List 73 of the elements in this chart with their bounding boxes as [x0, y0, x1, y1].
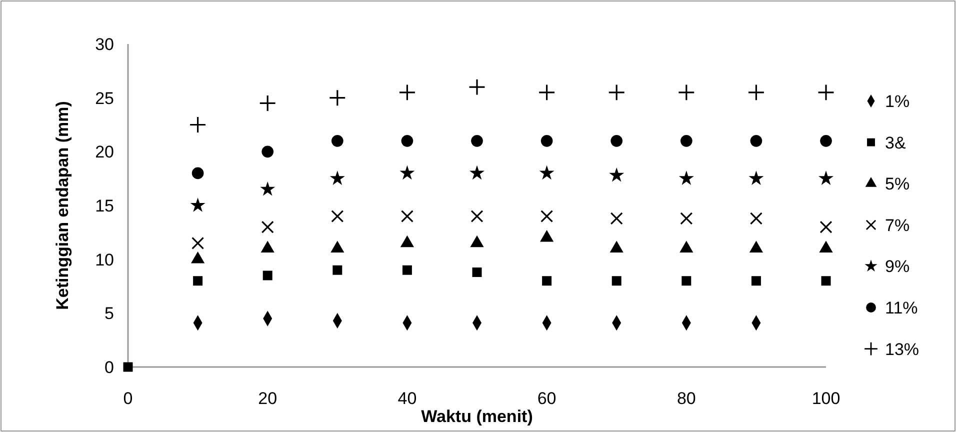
y-tick-label: 0 — [104, 358, 114, 377]
point — [400, 210, 414, 223]
y-tick-label: 20 — [95, 142, 114, 162]
point — [750, 212, 762, 225]
point — [820, 134, 832, 147]
point — [472, 268, 482, 277]
point — [398, 84, 416, 101]
x-tick-label: 0 — [123, 388, 133, 408]
point — [402, 265, 412, 275]
point — [192, 167, 204, 180]
point — [123, 362, 133, 372]
y-tick-label: 5 — [104, 304, 114, 324]
point — [262, 146, 274, 158]
point — [471, 134, 483, 147]
point — [610, 212, 623, 225]
point — [748, 170, 764, 185]
legend-label: 9% — [885, 257, 910, 276]
point — [538, 84, 556, 101]
x-tick-label: 80 — [676, 388, 696, 408]
point — [678, 170, 694, 185]
point — [539, 165, 554, 180]
legend-label: 7% — [885, 216, 910, 235]
legend-label: 3& — [885, 133, 906, 152]
point — [612, 276, 622, 286]
point — [540, 210, 554, 223]
point — [401, 134, 414, 147]
point — [261, 220, 274, 234]
point — [818, 170, 834, 185]
point — [328, 89, 346, 106]
x-tick-label: 100 — [812, 388, 840, 408]
point — [331, 210, 344, 223]
point — [400, 165, 415, 180]
point — [262, 270, 272, 280]
x-tick-label: 20 — [258, 388, 278, 408]
point — [470, 210, 484, 223]
point — [332, 265, 342, 275]
point — [680, 212, 693, 225]
point — [817, 84, 835, 101]
point — [189, 116, 206, 134]
y-tick-label: 30 — [95, 34, 114, 54]
point — [260, 181, 276, 196]
point — [821, 276, 831, 286]
point — [190, 198, 206, 212]
x-tick-label: 40 — [398, 388, 417, 408]
point — [469, 165, 485, 180]
point — [610, 134, 623, 147]
point — [609, 167, 624, 182]
legend-label: 5% — [885, 174, 910, 194]
point — [331, 134, 344, 147]
point — [259, 94, 276, 112]
point — [608, 84, 626, 101]
y-tick-label: 10 — [95, 250, 114, 270]
point — [682, 276, 692, 286]
point — [820, 220, 832, 234]
y-tick-label: 25 — [95, 88, 114, 108]
legend-label: 13% — [885, 340, 920, 359]
legend-label: 11% — [885, 298, 918, 318]
point — [192, 236, 204, 250]
point — [678, 84, 695, 101]
y-tick-label: 15 — [95, 196, 114, 216]
x-tick-label: 60 — [537, 388, 556, 408]
point — [330, 170, 345, 185]
point — [680, 134, 692, 147]
point — [748, 84, 765, 101]
point — [751, 276, 761, 286]
legend-label: 1% — [885, 92, 910, 111]
y-axis-title: Ketinggian endapan (mm) — [52, 101, 72, 310]
x-axis-title: Waktu (menit) — [421, 406, 533, 426]
point — [193, 276, 203, 286]
point — [542, 276, 552, 286]
point — [540, 134, 553, 147]
point — [750, 134, 762, 147]
point — [468, 78, 486, 96]
